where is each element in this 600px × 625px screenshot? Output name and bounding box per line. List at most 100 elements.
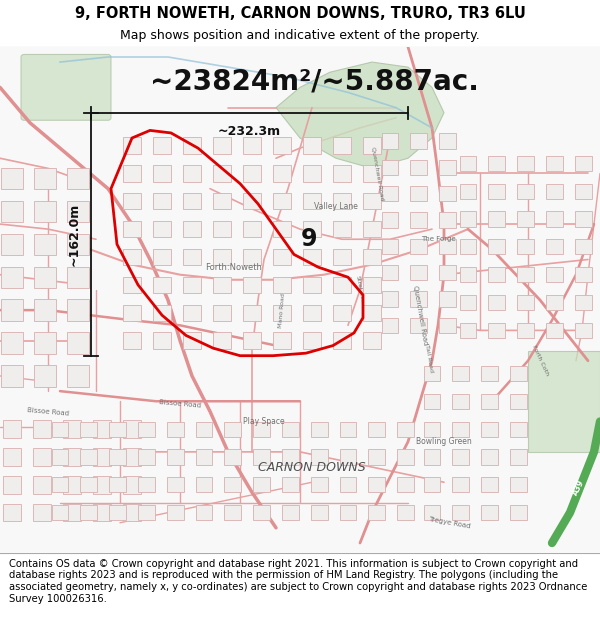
Bar — [123, 138, 141, 154]
Bar — [460, 184, 476, 199]
Bar — [109, 478, 126, 492]
Bar — [3, 448, 21, 466]
Bar — [333, 332, 351, 349]
Bar — [333, 277, 351, 293]
Bar — [439, 160, 456, 175]
Bar — [183, 138, 201, 154]
Bar — [1, 234, 23, 255]
Bar — [452, 394, 469, 409]
Bar — [123, 277, 141, 293]
Bar — [3, 420, 21, 438]
Bar — [363, 221, 381, 238]
Bar — [382, 318, 398, 333]
Bar — [575, 184, 592, 199]
Bar — [460, 295, 476, 310]
Bar — [1, 365, 23, 387]
Bar — [273, 277, 291, 293]
Bar — [33, 448, 51, 466]
Bar — [488, 322, 505, 338]
Bar — [510, 366, 527, 381]
Bar — [33, 476, 51, 494]
Bar — [273, 332, 291, 349]
Bar — [368, 478, 385, 492]
Bar — [460, 322, 476, 338]
Bar — [243, 221, 261, 238]
Bar — [138, 449, 155, 464]
Text: Contains OS data © Crown copyright and database right 2021. This information is : Contains OS data © Crown copyright and d… — [9, 559, 587, 604]
Bar — [311, 421, 328, 437]
Bar — [460, 211, 476, 227]
Text: Bowling Green: Bowling Green — [416, 438, 472, 446]
Bar — [243, 193, 261, 209]
Bar — [63, 448, 81, 466]
Bar — [196, 449, 212, 464]
Bar — [517, 239, 534, 254]
Bar — [153, 138, 171, 154]
Bar — [546, 211, 563, 227]
Bar — [213, 193, 231, 209]
Bar — [397, 478, 414, 492]
Bar — [67, 267, 89, 288]
Bar — [63, 420, 81, 438]
Bar — [488, 156, 505, 171]
Text: Bissoe Road: Bissoe Road — [27, 406, 69, 416]
Bar — [439, 239, 456, 254]
Bar — [382, 265, 398, 280]
Bar — [311, 449, 328, 464]
Bar — [333, 304, 351, 321]
Bar — [52, 421, 68, 437]
Bar — [311, 505, 328, 520]
Bar — [363, 304, 381, 321]
Bar — [183, 193, 201, 209]
Bar — [439, 186, 456, 201]
Text: Forth:Noweth: Forth:Noweth — [206, 262, 262, 272]
Bar — [253, 421, 270, 437]
Bar — [3, 504, 21, 521]
Bar — [382, 291, 398, 307]
Bar — [546, 295, 563, 310]
Bar — [382, 213, 398, 228]
Bar — [410, 239, 427, 254]
Bar — [481, 449, 498, 464]
Bar — [243, 249, 261, 265]
Bar — [282, 505, 299, 520]
Bar — [517, 267, 534, 282]
Bar — [167, 478, 184, 492]
Text: ~232.3m: ~232.3m — [218, 126, 281, 138]
Bar — [303, 277, 321, 293]
Bar — [382, 134, 398, 149]
Bar — [340, 421, 356, 437]
Bar — [196, 421, 212, 437]
Bar — [52, 449, 68, 464]
Bar — [1, 299, 23, 321]
Bar — [67, 332, 89, 354]
Bar — [123, 193, 141, 209]
Bar — [213, 332, 231, 349]
Bar — [333, 249, 351, 265]
Bar — [410, 160, 427, 175]
Bar — [213, 277, 231, 293]
Bar — [183, 221, 201, 238]
Bar — [368, 505, 385, 520]
Bar — [80, 421, 97, 437]
Bar — [93, 476, 111, 494]
Bar — [123, 166, 141, 181]
Bar — [253, 505, 270, 520]
Bar — [424, 421, 440, 437]
Bar — [52, 505, 68, 520]
Bar — [224, 478, 241, 492]
Bar — [138, 421, 155, 437]
Bar — [460, 156, 476, 171]
Bar — [363, 277, 381, 293]
Bar — [273, 193, 291, 209]
Bar — [363, 193, 381, 209]
Bar — [67, 168, 89, 189]
Bar — [575, 211, 592, 227]
Bar — [340, 478, 356, 492]
Text: Stretyn...: Stretyn... — [355, 275, 365, 304]
Bar — [34, 201, 56, 222]
Bar — [213, 304, 231, 321]
Bar — [410, 318, 427, 333]
Bar — [253, 449, 270, 464]
Bar — [546, 239, 563, 254]
